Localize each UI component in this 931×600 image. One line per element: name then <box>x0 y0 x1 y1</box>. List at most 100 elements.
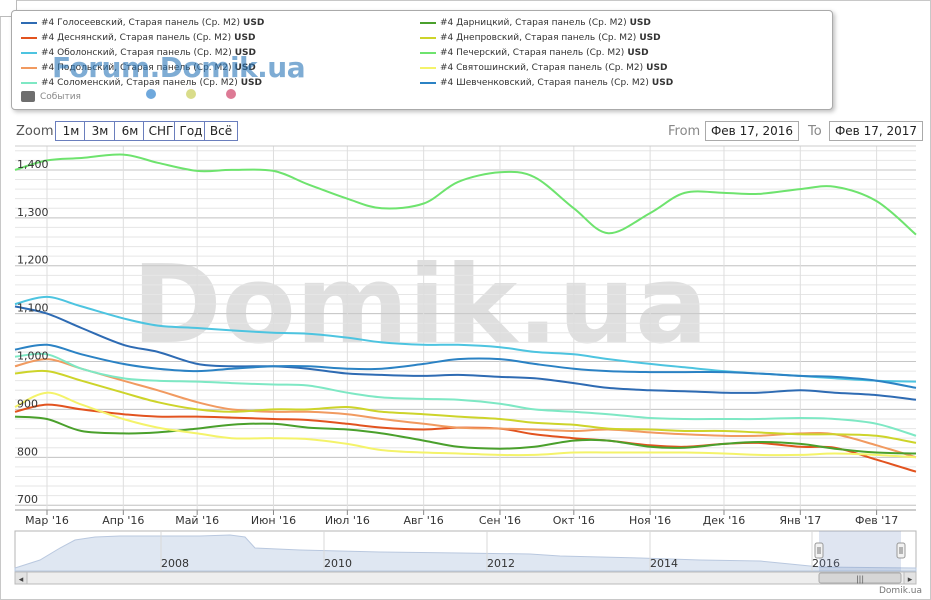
x-tick-label: Дек '16 <box>703 514 746 527</box>
legend-label: #4 Печерский, Старая панель (Ср. М2) <box>440 48 625 58</box>
to-label: To <box>808 124 822 139</box>
scrollbar-track[interactable] <box>14 571 917 585</box>
navigator-year-label: 2010 <box>324 557 352 570</box>
legend-currency: USD <box>639 33 661 43</box>
navigator-area <box>14 534 917 572</box>
navigator-year-label: 2008 <box>161 557 189 570</box>
scrollbar-grip-icon: ||| <box>856 575 864 584</box>
forum-watermark: Forum.Domik.ua <box>52 51 306 84</box>
series-line-9[interactable] <box>14 343 917 389</box>
legend-item[interactable]: #4 Днепровский, Старая панель (Ср. М2) US… <box>420 31 661 45</box>
legend-currency: USD <box>234 33 256 43</box>
scroll-left-arrow-icon: ◂ <box>19 575 24 585</box>
x-tick-label: Янв '17 <box>779 514 821 527</box>
y-tick-label: 900 <box>17 397 38 410</box>
legend-currency: USD <box>646 63 668 73</box>
from-date-input[interactable]: Фев 17, 2016 <box>705 121 799 141</box>
legend-label: #4 Днепровский, Старая панель (Ср. М2) <box>440 33 637 43</box>
legend-label: #4 Святошинский, Старая панель (Ср. М2) <box>440 63 644 73</box>
series-line-0[interactable] <box>14 305 917 401</box>
x-tick-label: Июл '16 <box>325 514 370 527</box>
y-tick-label: 700 <box>17 493 38 506</box>
zoom-3m-button[interactable]: 3м <box>84 121 116 141</box>
event-dot-blue[interactable] <box>146 89 156 99</box>
zoom-all-button[interactable]: Всё <box>204 121 238 141</box>
legend-label: #4 Дарницкий, Старая панель (Ср. М2) <box>440 18 627 28</box>
navigator-left-handle[interactable] <box>814 542 824 559</box>
x-tick-label: Ноя '16 <box>629 514 671 527</box>
legend-swatch <box>420 22 436 24</box>
legend-currency: USD <box>234 48 256 58</box>
series-line-7[interactable] <box>14 153 917 236</box>
to-date-input[interactable]: Фев 17, 2017 <box>829 121 923 141</box>
navigator-right-handle[interactable] <box>896 542 906 559</box>
legend-swatch <box>420 67 436 69</box>
legend-label: #4 Подольский, Старая панель (Ср. М2) <box>41 63 232 73</box>
domik-watermark: Domik.ua <box>132 243 708 368</box>
legend-item[interactable]: #4 Печерский, Старая панель (Ср. М2) USD <box>420 46 649 60</box>
legend-item[interactable]: #4 Соломенский, Старая панель (Ср. М2) US… <box>21 76 262 90</box>
legend-label: #4 Деснянский, Старая панель (Ср. М2) <box>41 33 232 43</box>
chart-series <box>14 153 917 473</box>
legend-label: #4 Шевченковский, Старая панель (Ср. М2) <box>440 78 649 88</box>
legend-label: #4 Оболонский, Старая панель (Ср. М2) <box>41 48 232 58</box>
from-label: From <box>668 124 701 139</box>
x-tick-label: Авг '16 <box>403 514 443 527</box>
series-line-6[interactable] <box>14 369 917 444</box>
x-tick-label: Апр '16 <box>102 514 144 527</box>
legend-currency: USD <box>627 48 649 58</box>
legend-swatch <box>420 37 436 39</box>
series-line-5[interactable] <box>14 415 917 455</box>
zoom-1m-button[interactable]: 1м <box>55 121 87 141</box>
zoom-cis-button[interactable]: СНГ <box>143 121 179 141</box>
navigator-selection[interactable] <box>819 531 901 571</box>
events-legend-item[interactable]: События <box>21 91 81 102</box>
legend-label: #4 Соломенский, Старая панель (Ср. М2) <box>41 78 238 88</box>
x-tick-label: Фев '17 <box>855 514 898 527</box>
x-tick-label: Май '16 <box>175 514 219 527</box>
zoom-6m-button[interactable]: 6м <box>114 121 146 141</box>
legend-label: #4 Голосеевский, Старая панель (Ср. М2) <box>41 18 241 28</box>
events-swatch <box>21 91 35 102</box>
y-tick-label: 1,300 <box>17 206 49 219</box>
x-tick-label: Сен '16 <box>479 514 521 527</box>
footer-credit: Domik.ua <box>879 586 922 596</box>
legend-item[interactable]: #4 Голосеевский, Старая панель (Ср. М2) U… <box>21 16 264 30</box>
zoom-label: Zoom <box>16 124 54 139</box>
series-line-4[interactable] <box>14 352 917 437</box>
legend-currency: USD <box>243 18 265 28</box>
legend-panel: #4 Голосеевский, Старая панель (Ср. М2) U… <box>11 10 833 110</box>
navigator[interactable]: 2008 2010 2012 2014 2016 ◂ ||| ▸ <box>14 530 917 585</box>
legend-swatch <box>21 52 37 54</box>
navigator-year-label: 2016 <box>812 557 840 570</box>
legend-swatch <box>21 22 37 24</box>
scrollbar-thumb[interactable] <box>818 572 902 584</box>
scroll-right-arrow-icon: ▸ <box>908 575 913 585</box>
scrollbar-left-button[interactable] <box>14 571 28 585</box>
legend-item[interactable]: #4 Подольский, Старая панель (Ср. М2) USD <box>21 61 256 75</box>
y-tick-label: 1,200 <box>17 254 49 267</box>
series-line-3[interactable] <box>14 358 917 459</box>
x-tick-label: Июн '16 <box>251 514 296 527</box>
legend-currency: USD <box>234 63 256 73</box>
legend-swatch <box>21 37 37 39</box>
zoom-year-button[interactable]: Год <box>174 121 208 141</box>
legend-item[interactable]: #4 Шевченковский, Старая панель (Ср. М2)… <box>420 76 673 90</box>
legend-swatch <box>21 82 37 84</box>
y-tick-label: 1,000 <box>17 350 49 363</box>
event-dot-pink[interactable] <box>226 89 236 99</box>
scrollbar-right-button[interactable] <box>903 571 917 585</box>
y-tick-label: 1,400 <box>17 158 49 171</box>
legend-item[interactable]: #4 Дарницкий, Старая панель (Ср. М2) USD <box>420 16 651 30</box>
x-tick-label: Мар '16 <box>25 514 69 527</box>
events-label: События <box>40 91 81 102</box>
y-tick-label: 1,100 <box>17 302 49 315</box>
legend-item[interactable]: #4 Святошинский, Старая панель (Ср. М2) U… <box>420 61 667 75</box>
x-tick-label: Окт '16 <box>553 514 595 527</box>
legend-item[interactable]: #4 Оболонский, Старая панель (Ср. М2) USD <box>21 46 256 60</box>
series-line-8[interactable] <box>14 391 917 459</box>
navigator-year-label: 2014 <box>650 557 678 570</box>
legend-item[interactable]: #4 Деснянский, Старая панель (Ср. М2) USD <box>21 31 255 45</box>
event-dot-yellow[interactable] <box>186 89 196 99</box>
